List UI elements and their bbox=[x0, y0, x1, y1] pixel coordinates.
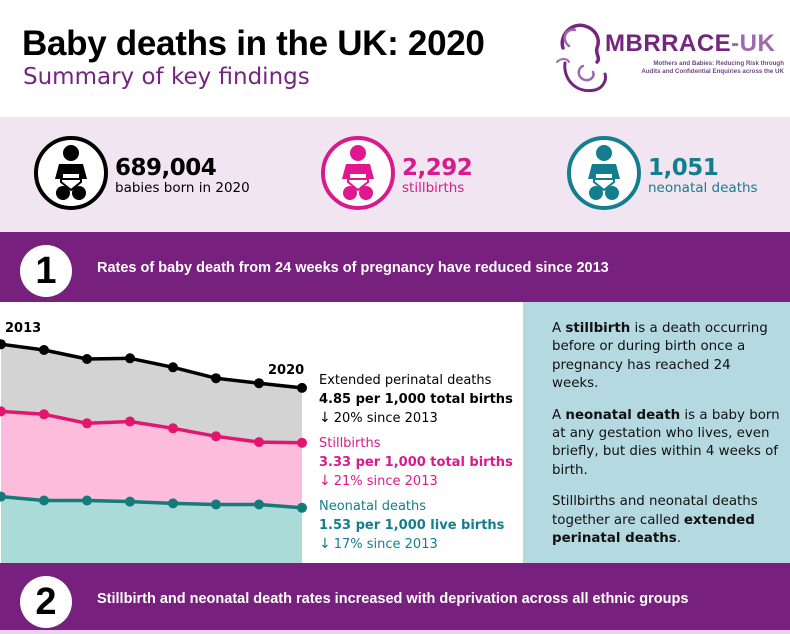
data-point bbox=[39, 495, 49, 506]
section-heading: Rates of baby death from 24 weeks of pre… bbox=[97, 260, 609, 276]
stat-value: 689,004 bbox=[115, 155, 217, 181]
data-point bbox=[168, 362, 178, 373]
data-point bbox=[297, 437, 307, 448]
page-subtitle: Summary of key findings bbox=[23, 64, 310, 90]
data-point bbox=[39, 345, 49, 355]
data-point bbox=[211, 431, 221, 442]
page-title: Baby deaths in the UK: 2020 bbox=[22, 24, 485, 63]
down-arrow-icon: ↓ bbox=[319, 473, 331, 489]
section-1-header: 1 Rates of baby death from 24 weeks of p… bbox=[0, 232, 790, 302]
section-2-header: 2 Stillbirth and neonatal death rates in… bbox=[0, 563, 790, 633]
mother-baby-logo-icon bbox=[556, 23, 607, 93]
down-arrow-icon: ↓ bbox=[319, 410, 331, 426]
header: Baby deaths in the UK: 2020 Summary of k… bbox=[0, 0, 790, 117]
stat-label: neonatal deaths bbox=[648, 180, 758, 196]
data-point bbox=[125, 353, 135, 364]
chart-legend: Extended perinatal deaths 4.85 per 1,000… bbox=[319, 372, 519, 561]
mbrrace-logo: MBRRACE-UK Mothers and Babies: Reducing … bbox=[556, 20, 785, 100]
stat-value: 2,292 bbox=[402, 155, 473, 181]
trend-area-chart: 2013 2020 bbox=[0, 321, 307, 563]
data-point bbox=[254, 499, 264, 510]
data-point bbox=[82, 495, 92, 506]
baby-icon bbox=[34, 136, 108, 210]
data-point bbox=[0, 339, 6, 350]
data-point bbox=[125, 496, 135, 507]
legend-neonatal: Neonatal deaths 1.53 per 1,000 live birt… bbox=[319, 499, 505, 552]
series-line bbox=[0, 342, 303, 390]
data-point bbox=[211, 499, 221, 510]
legend-extended-perinatal: Extended perinatal deaths 4.85 per 1,000… bbox=[319, 373, 513, 426]
legend-stillbirths: Stillbirths 3.33 per 1,000 total births … bbox=[319, 436, 513, 489]
stat-label: stillbirths bbox=[402, 180, 465, 196]
x-label-start: 2013 bbox=[5, 321, 41, 336]
section-number-badge: 1 bbox=[20, 245, 72, 297]
data-point bbox=[254, 437, 264, 448]
data-point bbox=[0, 406, 6, 417]
data-point bbox=[0, 491, 6, 502]
x-label-end: 2020 bbox=[268, 363, 304, 378]
section-heading: Stillbirth and neonatal death rates incr… bbox=[97, 591, 689, 607]
section-1-body: 2013 2020 Extended perinatal deaths 4.85 … bbox=[0, 302, 790, 563]
data-point bbox=[39, 409, 49, 420]
logo-tagline: Mothers and Babies: Reducing Risk throug… bbox=[641, 60, 784, 75]
series-line bbox=[0, 494, 303, 510]
baby-icon bbox=[567, 136, 641, 210]
stat-value: 1,051 bbox=[648, 155, 719, 181]
data-point bbox=[168, 498, 178, 509]
stat-label: babies born in 2020 bbox=[115, 180, 250, 196]
data-point bbox=[82, 418, 92, 429]
data-point bbox=[168, 423, 178, 434]
key-stats-bar: 689,004 babies born in 2020 2,292 stillb… bbox=[0, 117, 790, 232]
definition-extended-perinatal: Stillbirths and neonatal deaths together… bbox=[552, 494, 758, 547]
data-point bbox=[211, 373, 221, 384]
section-number-badge: 2 bbox=[20, 576, 72, 628]
series-line bbox=[0, 409, 303, 445]
data-point bbox=[82, 354, 92, 364]
down-arrow-icon: ↓ bbox=[319, 536, 331, 552]
series-area bbox=[1, 496, 302, 563]
definition-stillbirth: A stillbirth is a death occurring before… bbox=[552, 321, 768, 392]
baby-icon bbox=[321, 136, 395, 210]
definition-neonatal-death: A neonatal death is a baby born at any g… bbox=[552, 407, 780, 478]
logo-wordmark: MBRRACE-UK bbox=[605, 30, 776, 57]
data-point bbox=[297, 382, 307, 393]
data-point bbox=[297, 502, 307, 513]
definitions-panel: A stillbirth is a death occurring before… bbox=[523, 302, 790, 563]
data-point bbox=[125, 416, 135, 427]
bottom-strip bbox=[0, 630, 790, 634]
data-point bbox=[254, 378, 264, 389]
